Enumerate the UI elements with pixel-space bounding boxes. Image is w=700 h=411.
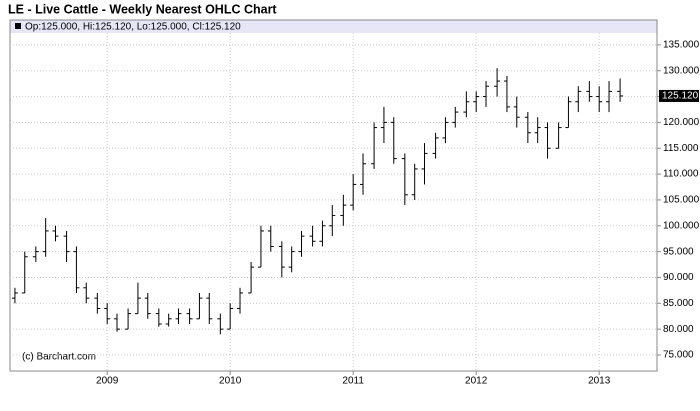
- y-tick-label: 110.000: [663, 169, 699, 180]
- y-tick-label: 120.000: [663, 117, 700, 128]
- y-tick-label: 105.000: [663, 195, 700, 206]
- y-tick-label: 90.000: [663, 272, 694, 283]
- y-tick-label: 95.000: [663, 246, 694, 257]
- y-tick-label: 80.000: [663, 324, 694, 335]
- last-price-box: [659, 89, 699, 102]
- x-tick-label: 2013: [588, 376, 611, 387]
- y-tick-label: 85.000: [663, 298, 694, 309]
- y-tick-label: 100.000: [663, 220, 700, 231]
- x-tick-label: 2010: [219, 376, 242, 387]
- x-tick-label: 2011: [342, 376, 364, 387]
- plot-frame: [9, 19, 658, 372]
- credit: (c) Barchart.com: [22, 352, 96, 363]
- y-tick-label: 75.000: [663, 350, 694, 361]
- y-tick-label: 115.000: [663, 143, 699, 154]
- x-tick-label: 2009: [96, 376, 119, 387]
- x-tick-label: 2012: [465, 376, 488, 387]
- info-bar: [10, 20, 657, 33]
- info-icon: [15, 23, 21, 29]
- chart-title: LE - Live Cattle - Weekly Nearest OHLC C…: [8, 2, 277, 16]
- info-text: Op:125.000, Hi:125.120, Lo:125.000, Cl:1…: [25, 22, 241, 33]
- last-price-label: 125.120: [662, 91, 699, 102]
- y-tick-label: 130.000: [663, 65, 700, 76]
- y-tick-label: 135.000: [663, 40, 700, 51]
